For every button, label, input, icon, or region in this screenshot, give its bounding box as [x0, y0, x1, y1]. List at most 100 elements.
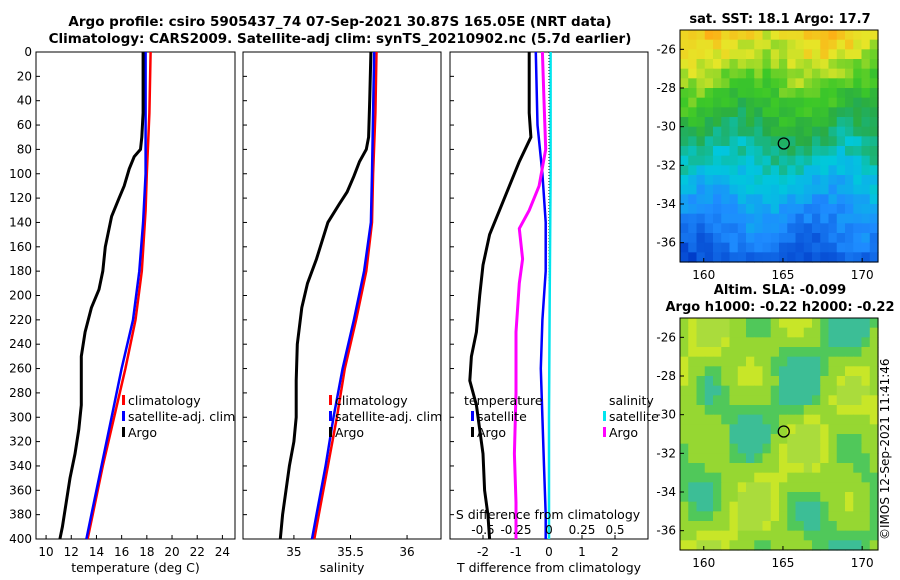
map-cell: [795, 521, 805, 532]
map-cell: [746, 252, 755, 263]
map-cell: [696, 521, 706, 532]
map-cell: [688, 30, 698, 41]
map-cell: [746, 126, 755, 137]
map-cell: [803, 443, 813, 454]
map-cell: [820, 424, 830, 435]
map-cell: [779, 165, 788, 176]
map-cell: [795, 463, 805, 474]
map-cell: [704, 337, 714, 348]
map-cell: [779, 107, 788, 118]
map-cell: [713, 68, 722, 79]
map-cell: [820, 472, 830, 483]
legend-label: Argo: [128, 425, 157, 440]
y-tick-label: 120: [9, 191, 32, 205]
map-cell: [803, 356, 813, 367]
map-cell: [737, 405, 747, 416]
map-cell: [729, 376, 739, 387]
map-cell: [828, 49, 838, 60]
map-cell: [779, 366, 788, 377]
map-cell: [869, 492, 879, 503]
map-cell: [828, 107, 838, 118]
map-cell: [713, 194, 722, 205]
map-cell: [861, 530, 871, 541]
map-cell: [688, 155, 698, 166]
map-cell: [696, 347, 706, 358]
map-cell: [762, 356, 772, 367]
map-cell: [812, 540, 821, 551]
map-cell: [787, 482, 797, 493]
map-cell: [754, 424, 764, 435]
map-cell: [696, 165, 706, 176]
map-cell: [696, 434, 706, 445]
map-cell: [688, 482, 698, 493]
map-cell: [704, 511, 714, 522]
map-cell: [787, 184, 797, 195]
map-cell: [737, 78, 747, 89]
y-tick-label: 140: [9, 215, 32, 229]
map-cell: [737, 233, 747, 244]
map-cell: [762, 463, 772, 474]
map-cell: [795, 501, 805, 512]
map-cell: [762, 88, 772, 99]
map-cell: [729, 78, 739, 89]
map-cell: [713, 155, 722, 166]
map-cell: [696, 194, 706, 205]
map-cell: [729, 385, 739, 396]
map-cell: [704, 443, 714, 454]
map-cell: [861, 68, 871, 79]
map-cell: [696, 204, 706, 215]
map-cell: [779, 395, 788, 406]
y-tick-label: 60: [17, 118, 32, 132]
map-cell: [787, 194, 797, 205]
map-cell: [787, 347, 797, 358]
map-cell: [762, 424, 772, 435]
map-cell: [795, 318, 805, 329]
map-cell: [696, 318, 706, 329]
map-cell: [704, 126, 714, 137]
map-cell: [713, 49, 722, 60]
map-cell: [696, 482, 706, 493]
map-cell: [787, 443, 797, 454]
map-cell: [721, 223, 731, 234]
map-cell: [861, 453, 871, 464]
map-cell: [713, 511, 722, 522]
map-cell: [762, 492, 772, 503]
map-cell: [721, 327, 731, 338]
map-cell: [795, 366, 805, 377]
map-cell: [845, 376, 854, 387]
map-cell: [713, 453, 722, 464]
map-cell: [754, 233, 764, 244]
map-cell: [861, 482, 871, 493]
map-cell: [746, 59, 755, 70]
map-cell: [746, 530, 755, 541]
map-cell: [845, 366, 854, 377]
map-cell: [721, 395, 731, 406]
map-cell: [688, 434, 698, 445]
map-cell: [737, 463, 747, 474]
map-cell: [795, 252, 805, 263]
map-cell: [820, 337, 830, 348]
map-cell: [746, 463, 755, 474]
map-cell: [861, 521, 871, 532]
map-cell: [713, 385, 722, 396]
map-cell: [803, 424, 813, 435]
map-cell: [737, 395, 747, 406]
map-cell: [729, 97, 739, 108]
map-cell: [713, 530, 722, 541]
map-cell: [688, 136, 698, 147]
map-cell: [746, 233, 755, 244]
map-cell: [779, 126, 788, 137]
map-cell: [812, 482, 821, 493]
map-cell: [713, 107, 722, 118]
map-cell: [770, 482, 780, 493]
map-cell: [845, 492, 854, 503]
map-cell: [803, 165, 813, 176]
sla-map-title: Altim. SLA: -0.099: [713, 283, 847, 298]
map-cell: [688, 242, 698, 253]
map-cell: [828, 318, 838, 329]
map-cell: [803, 472, 813, 483]
legend-label: climatology: [335, 393, 408, 408]
map-cell: [779, 521, 788, 532]
map-cell: [746, 385, 755, 396]
map-cell: [770, 327, 780, 338]
